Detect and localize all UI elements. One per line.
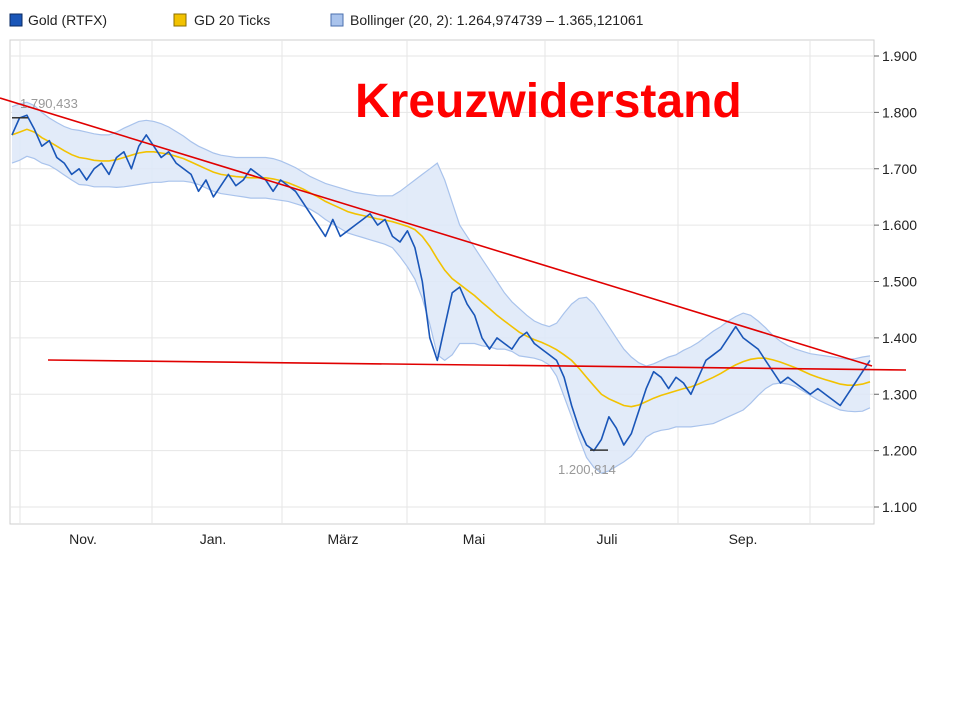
legend-swatch-gold: [9, 13, 23, 27]
x-tick-label: Juli: [596, 531, 617, 547]
bollinger-fill: [12, 102, 870, 474]
y-tick-label: 1.600: [882, 217, 917, 233]
gold-price-chart: Gold (RTFX) GD 20 Ticks Bollinger (20, 2…: [0, 12, 917, 547]
gold-price-line: [11, 114, 871, 452]
y-tick-label: 1.200: [882, 443, 917, 459]
bollinger-lower: [11, 155, 871, 474]
min-label: 1.200,814: [558, 462, 616, 477]
legend-label-gold: Gold (RTFX): [28, 12, 107, 28]
y-tick-label: 1.800: [882, 104, 917, 120]
y-tick-label: 1.300: [882, 386, 917, 402]
max-label: 1.790,433: [20, 96, 78, 111]
y-tick-label: 1.900: [882, 48, 917, 64]
y-tick-label: 1.400: [882, 330, 917, 346]
x-tick-label: Sep.: [729, 531, 758, 547]
legend-label-gd20: GD 20 Ticks: [194, 12, 270, 28]
y-tick-label: 1.100: [882, 499, 917, 515]
legend: Gold (RTFX) GD 20 Ticks Bollinger (20, 2…: [9, 12, 644, 28]
resistance-trendline: [0, 97, 873, 367]
annotation-title: Kreuzwiderstand: [355, 75, 742, 128]
support-line: [47, 359, 907, 371]
legend-swatch-bollinger: [330, 13, 344, 27]
extreme-markers: 1.790,433 1.200,814: [12, 96, 616, 477]
legend-label-bollinger: Bollinger (20, 2): 1.264,974739 – 1.365,…: [350, 12, 644, 28]
series-lines: [11, 114, 871, 452]
chart-area: Gold (RTFX) GD 20 Ticks Bollinger (20, 2…: [0, 12, 917, 547]
x-tick-label: Mai: [463, 531, 486, 547]
y-tick-label: 1.500: [882, 274, 917, 290]
legend-swatch-gd20: [173, 13, 187, 27]
y-tick-label: 1.700: [882, 161, 917, 177]
x-tick-label: März: [327, 531, 358, 547]
x-tick-label: Jan.: [200, 531, 226, 547]
x-axis: Nov. Jan. März Mai Juli Sep.: [69, 531, 757, 547]
x-tick-label: Nov.: [69, 531, 97, 547]
gd20-line: [11, 128, 871, 408]
y-axis: 1.900 1.800 1.700 1.600 1.500 1.400 1.300 1.200…: [874, 48, 917, 515]
